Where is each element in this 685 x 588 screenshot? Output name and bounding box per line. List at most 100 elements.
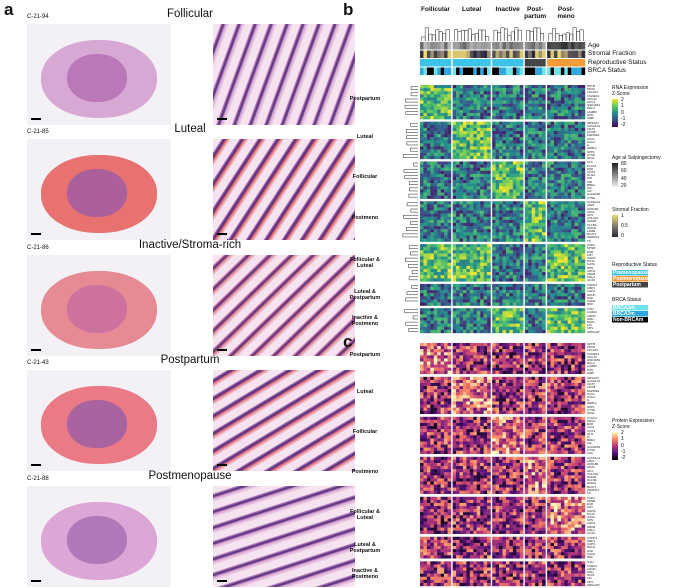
heatmap-cell [495, 152, 500, 157]
heatmap-cell [531, 256, 536, 260]
heatmap-cell [557, 419, 562, 424]
heatmap-cell [440, 358, 445, 362]
heatmap-cell [574, 398, 579, 402]
heatmap-cell [492, 275, 496, 279]
heatmap-cell [502, 265, 507, 270]
heatmap-cell [535, 109, 539, 114]
heatmap-cell [423, 216, 428, 221]
heatmap-cell [480, 91, 484, 95]
heatmap-cell [578, 290, 582, 294]
heatmap-cell [420, 244, 424, 248]
heatmap-cell [547, 124, 551, 129]
heatmap-cell [505, 170, 510, 175]
heatmap-cell [564, 352, 568, 356]
heatmap-cell [423, 311, 428, 315]
heatmap-cell [502, 176, 507, 181]
heatmap-cell [462, 222, 467, 227]
heatmap-cell [581, 293, 586, 297]
heatmap-cell [469, 189, 474, 193]
heatmap-cell [550, 103, 555, 107]
heatmap-cell [567, 311, 572, 315]
heatmap-cell [553, 124, 558, 129]
heatmap-cell [466, 364, 471, 368]
heatmap-cell [547, 379, 551, 384]
heatmap-cell [433, 287, 438, 291]
heatmap-cell [509, 422, 514, 427]
heatmap-cell [509, 173, 514, 178]
heatmap-cell [528, 346, 532, 350]
heatmap-cell [495, 314, 500, 318]
heatmap-cell [423, 253, 428, 257]
colorbar [612, 215, 618, 237]
heatmap-cell [502, 134, 507, 138]
heatmap-cell [426, 134, 431, 138]
heatmap-cell [560, 146, 565, 150]
heatmap-cell [480, 216, 484, 221]
section-title: Postpartum [160, 354, 220, 366]
column-dendrogram-link [500, 27, 505, 41]
heatmap-cell [480, 106, 484, 111]
annotation-cell [567, 42, 572, 50]
heatmap-cell [528, 398, 532, 402]
heatmap-cell [462, 410, 467, 415]
heatmap-cell [462, 317, 467, 321]
heatmap-cell [456, 392, 460, 396]
heatmap-cell [550, 256, 555, 260]
heatmap-cell [538, 370, 543, 375]
heatmap-cell [459, 317, 464, 321]
annotation-cell [564, 50, 568, 58]
scale-bar [31, 464, 41, 466]
heatmap-cell [505, 152, 510, 157]
heatmap-cell [447, 161, 452, 165]
heatmap-cell [495, 116, 500, 120]
heatmap-cell [505, 416, 510, 421]
heatmap-cell [557, 134, 562, 138]
heatmap-cell [459, 250, 464, 254]
row-dendrogram-link [406, 227, 418, 231]
heatmap-cell [444, 97, 448, 101]
heatmap-cell [535, 262, 539, 267]
heatmap-cell [550, 235, 555, 239]
heatmap-cell [560, 293, 565, 297]
heatmap-cell [531, 416, 536, 421]
heatmap-cell [502, 88, 507, 92]
heatmap-cell [574, 186, 579, 190]
heatmap-cell [499, 127, 503, 132]
heatmap-cell [487, 253, 491, 257]
heatmap-cell [571, 127, 575, 132]
legend-tick: 0 [621, 109, 624, 116]
heatmap-cell [433, 398, 438, 402]
heatmap-cell [531, 355, 536, 359]
heatmap-cell [524, 127, 529, 132]
heatmap-cell [483, 235, 488, 239]
heatmap-cell [483, 112, 488, 117]
heatmap-cell [560, 192, 565, 196]
heatmap-cell [564, 127, 568, 132]
heatmap-cell [531, 326, 536, 331]
heatmap-cell [487, 219, 491, 224]
heatmap-cell [567, 91, 572, 95]
heatmap-cell [528, 149, 532, 153]
heatmap-cell [502, 349, 507, 353]
heatmap-cell [553, 164, 558, 168]
heatmap-cell [509, 121, 514, 125]
heatmap-cell [459, 213, 464, 217]
heatmap-cell [502, 395, 507, 399]
heatmap-cell [447, 124, 452, 129]
heatmap-cell [502, 299, 507, 303]
heatmap-cell [469, 146, 474, 150]
heatmap-cell [578, 232, 582, 236]
heatmap-cell [426, 222, 431, 227]
heatmap-cell [437, 106, 441, 111]
heatmap-cell [535, 370, 539, 375]
heatmap-cell [502, 386, 507, 390]
heatmap-cell [581, 244, 586, 248]
heatmap-cell [560, 232, 565, 236]
heatmap-cell [538, 124, 543, 129]
heatmap-cell [437, 88, 441, 92]
heatmap-cell [452, 140, 457, 144]
heatmap-cell [452, 207, 457, 211]
heatmap-cell [542, 326, 546, 331]
heatmap-cell [516, 130, 520, 135]
heatmap-cell [459, 386, 464, 390]
